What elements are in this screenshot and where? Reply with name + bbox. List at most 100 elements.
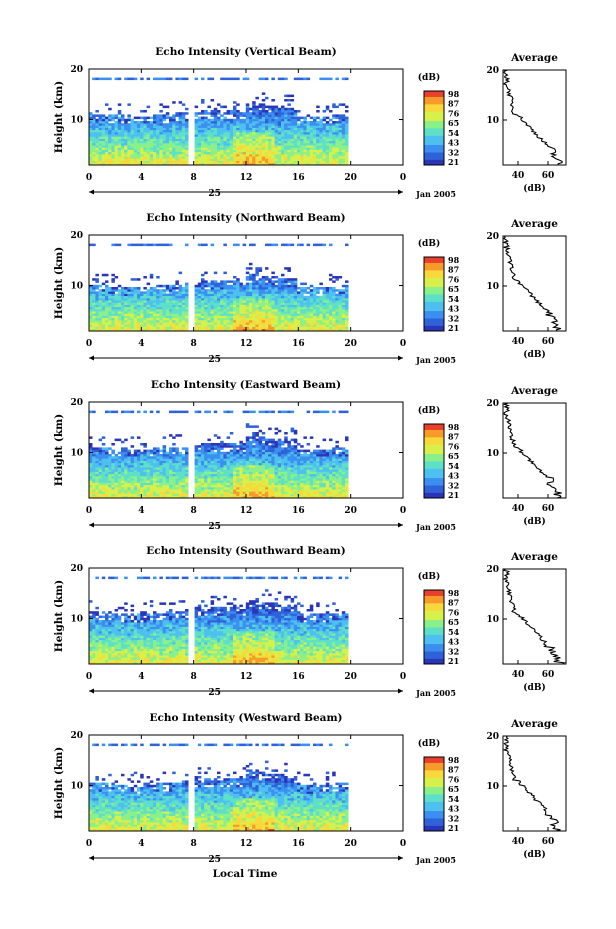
echo-cell [220, 320, 224, 323]
echo-cell [233, 487, 237, 490]
echo-cell [220, 462, 224, 466]
echo-cell [165, 454, 170, 457]
echo-cell [341, 284, 346, 288]
echo-cell [226, 132, 231, 135]
echo-cell [239, 306, 243, 310]
echo-cell [137, 320, 141, 323]
echo-cell [313, 121, 317, 124]
upper-layer-cell [319, 77, 323, 81]
echo-cell [140, 487, 144, 490]
echo-cell [204, 309, 208, 312]
echo-cell [111, 315, 115, 319]
echo-cell [335, 132, 339, 135]
echo-cell [140, 143, 144, 146]
echo-cell [156, 138, 160, 142]
echo-cell [89, 125, 93, 128]
colorbar-swatch [424, 118, 444, 121]
echo-cell [159, 138, 163, 142]
echo-cell [255, 149, 259, 153]
echo-cell [121, 160, 125, 164]
echo-cell [335, 145, 339, 148]
echo-cell [197, 149, 202, 153]
echo-cell [255, 154, 259, 157]
echo-cell [111, 149, 115, 153]
echo-cell [268, 287, 272, 290]
echo-cell [143, 160, 147, 164]
echo-cell [140, 121, 144, 124]
echo-cell [217, 443, 221, 446]
echo-cell [261, 306, 266, 310]
echo-cell [338, 121, 343, 124]
echo-cell [223, 478, 227, 481]
echo-cell [341, 132, 346, 135]
echo-cell [252, 162, 256, 166]
echo-cell [309, 129, 314, 133]
echo-cell [319, 298, 323, 301]
echo-cell [274, 276, 279, 279]
echo-cell [153, 298, 157, 301]
echo-cell [181, 328, 186, 332]
echo-cell [169, 434, 173, 437]
echo-cell [98, 322, 103, 325]
echo-cell [89, 293, 93, 297]
echo-cell [101, 460, 106, 464]
echo-cell [156, 125, 160, 128]
echo-cell [306, 311, 311, 314]
echo-cell [332, 140, 336, 144]
echo-cell [105, 132, 109, 135]
echo-cell [252, 282, 256, 286]
echo-cell [229, 487, 234, 490]
echo-cell [306, 158, 311, 161]
echo-cell [335, 326, 339, 330]
echo-cell [124, 495, 128, 499]
echo-cell [153, 300, 157, 303]
echo-cell [274, 162, 279, 166]
echo-cell [169, 311, 173, 314]
echo-cell [156, 140, 160, 144]
echo-cell [178, 326, 183, 330]
echo-cell [300, 125, 304, 128]
echo-cell [197, 449, 202, 453]
echo-cell [261, 156, 266, 159]
echo-cell [137, 476, 141, 479]
echo-cell [175, 291, 179, 294]
echo-cell [117, 313, 122, 316]
echo-cell [236, 484, 240, 488]
echo-cell [329, 273, 333, 277]
echo-cell [194, 313, 199, 316]
echo-cell [249, 324, 253, 327]
echo-cell [309, 322, 314, 325]
echo-cell [313, 317, 317, 321]
echo-cell [98, 138, 103, 142]
echo-cell [325, 160, 330, 164]
echo-cell [159, 114, 163, 117]
colorbar-swatch [424, 273, 444, 276]
echo-cell [204, 458, 208, 461]
echo-cell [249, 304, 253, 308]
echo-cell [265, 160, 269, 164]
echo-cell [306, 304, 311, 308]
echo-cell [252, 145, 256, 148]
echo-cell [98, 451, 103, 455]
echo-cell [197, 465, 202, 468]
echo-cell [284, 125, 288, 128]
echo-cell [137, 293, 141, 297]
echo-cell [274, 284, 279, 288]
echo-cell [165, 326, 170, 330]
echo-cell [335, 140, 339, 144]
echo-cell [252, 324, 256, 327]
upper-layer-cell [169, 243, 173, 247]
echo-cell [143, 454, 147, 457]
echo-cell [153, 469, 157, 472]
echo-cell [303, 326, 307, 330]
echo-cell [149, 313, 154, 316]
echo-cell [108, 291, 112, 294]
echo-cell [130, 436, 135, 439]
echo-cell [127, 302, 131, 305]
echo-cell [220, 125, 224, 128]
echo-cell [284, 134, 288, 137]
echo-cell [130, 300, 135, 303]
echo-cell [181, 495, 186, 499]
echo-cell [117, 136, 122, 139]
echo-cell [239, 469, 243, 472]
